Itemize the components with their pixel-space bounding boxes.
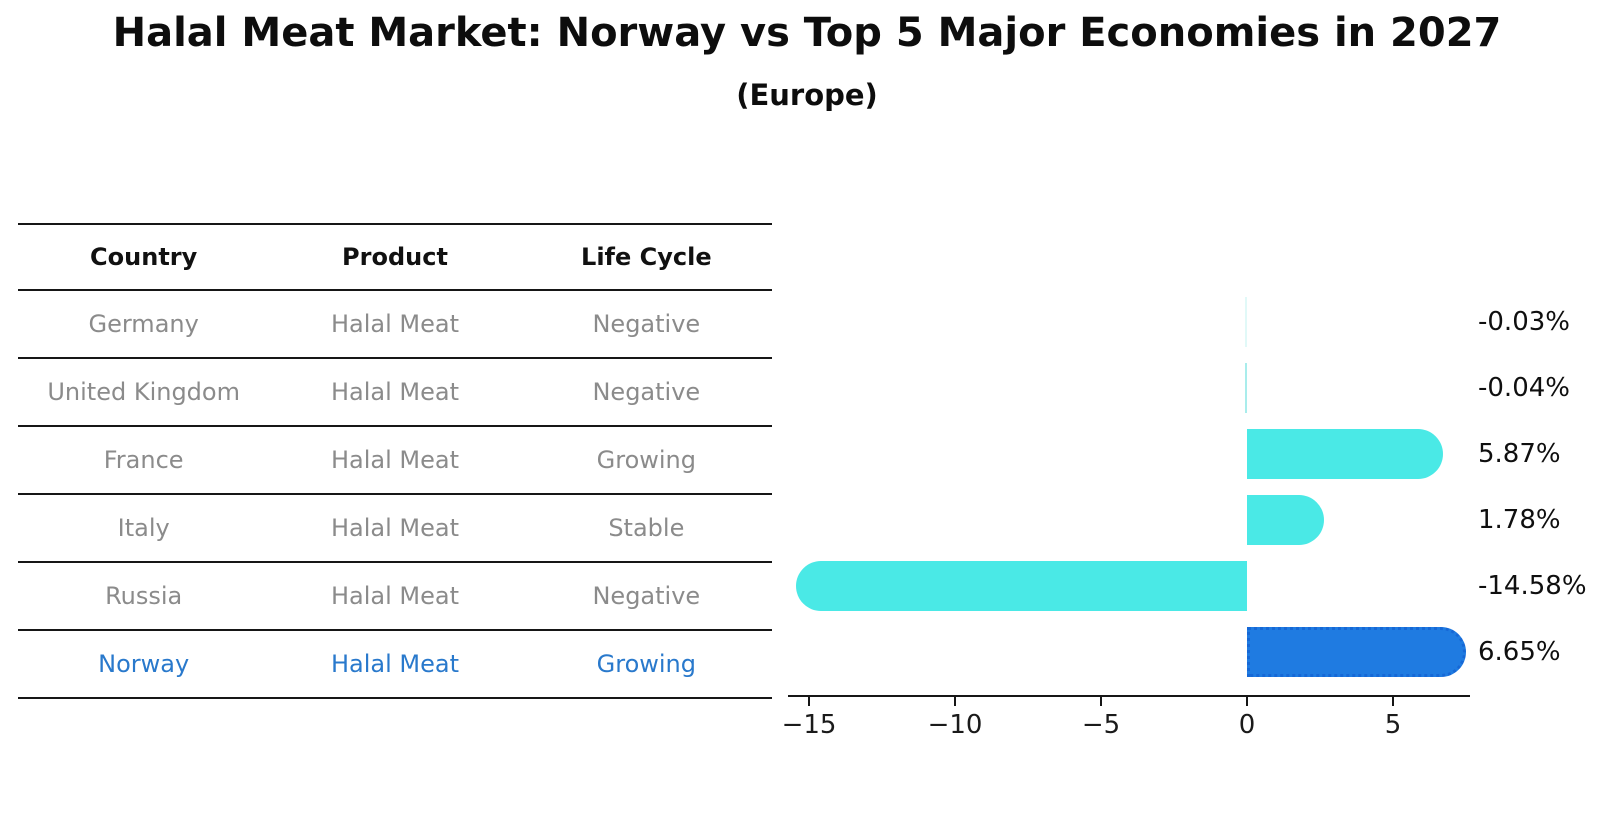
value-label-united-kingdom: -0.04%: [1478, 373, 1570, 403]
x-axis-tick: [808, 697, 810, 706]
comparison-table: Country Product Life Cycle Germany Halal…: [18, 223, 772, 699]
product-cell: Halal Meat: [269, 290, 521, 359]
bar-germany: [1245, 297, 1247, 347]
value-label-russia: -14.58%: [1478, 571, 1587, 601]
product-cell: Halal Meat: [269, 426, 521, 495]
product-cell: Halal Meat: [269, 494, 521, 563]
bar-united-kingdom: [1245, 363, 1247, 413]
page-title: Halal Meat Market: Norway vs Top 5 Major…: [112, 10, 1502, 56]
lifecycle-cell: Negative: [520, 290, 772, 359]
x-axis-tick-label: −5: [1081, 710, 1121, 740]
x-axis-tick-label: 0: [1238, 710, 1256, 740]
country-cell: Norway: [18, 630, 270, 699]
col-header-country: Country: [18, 223, 270, 291]
country-cell: France: [18, 426, 270, 495]
country-cell: Italy: [18, 494, 270, 563]
table-row-russia: Russia Halal Meat Negative: [18, 562, 772, 631]
table-header-row: Country Product Life Cycle: [18, 223, 772, 291]
x-axis-tick-label: 5: [1384, 710, 1402, 740]
col-header-product: Product: [269, 223, 521, 291]
lifecycle-cell: Growing: [520, 630, 772, 699]
lifecycle-cell: Negative: [520, 358, 772, 427]
lifecycle-cell: Negative: [520, 562, 772, 631]
country-cell: Germany: [18, 290, 270, 359]
product-cell: Halal Meat: [269, 630, 521, 699]
product-cell: Halal Meat: [269, 358, 521, 427]
product-cell: Halal Meat: [269, 562, 521, 631]
col-header-life-cycle: Life Cycle: [520, 223, 772, 291]
bar-italy: [1247, 495, 1324, 545]
x-axis-tick: [1100, 697, 1102, 706]
x-axis-tick: [1246, 697, 1248, 706]
value-label-germany: -0.03%: [1478, 307, 1570, 337]
x-axis-line: [788, 695, 1470, 697]
bar-russia: [796, 561, 1247, 611]
lifecycle-cell: Growing: [520, 426, 772, 495]
page-subtitle: (Europe): [736, 78, 878, 112]
table-row-norway: Norway Halal Meat Growing: [18, 630, 772, 699]
country-cell: United Kingdom: [18, 358, 270, 427]
value-label-france: 5.87%: [1478, 439, 1561, 469]
bar-chart: −15 −10 −5 0 5: [782, 200, 1470, 760]
bar-france: [1247, 429, 1444, 479]
value-label-norway: 6.65%: [1478, 637, 1561, 667]
x-axis-tick-label: −15: [781, 710, 837, 740]
bar-norway: [1247, 627, 1467, 677]
country-cell: Russia: [18, 562, 270, 631]
table-row-italy: Italy Halal Meat Stable: [18, 494, 772, 563]
table-row-france: France Halal Meat Growing: [18, 426, 772, 495]
table-row-germany: Germany Halal Meat Negative: [18, 290, 772, 359]
table-row-united-kingdom: United Kingdom Halal Meat Negative: [18, 358, 772, 427]
lifecycle-cell: Stable: [520, 494, 772, 563]
x-axis-tick: [1392, 697, 1394, 706]
x-axis-tick: [954, 697, 956, 706]
x-axis-tick-label: −10: [927, 710, 983, 740]
value-label-italy: 1.78%: [1478, 505, 1561, 535]
